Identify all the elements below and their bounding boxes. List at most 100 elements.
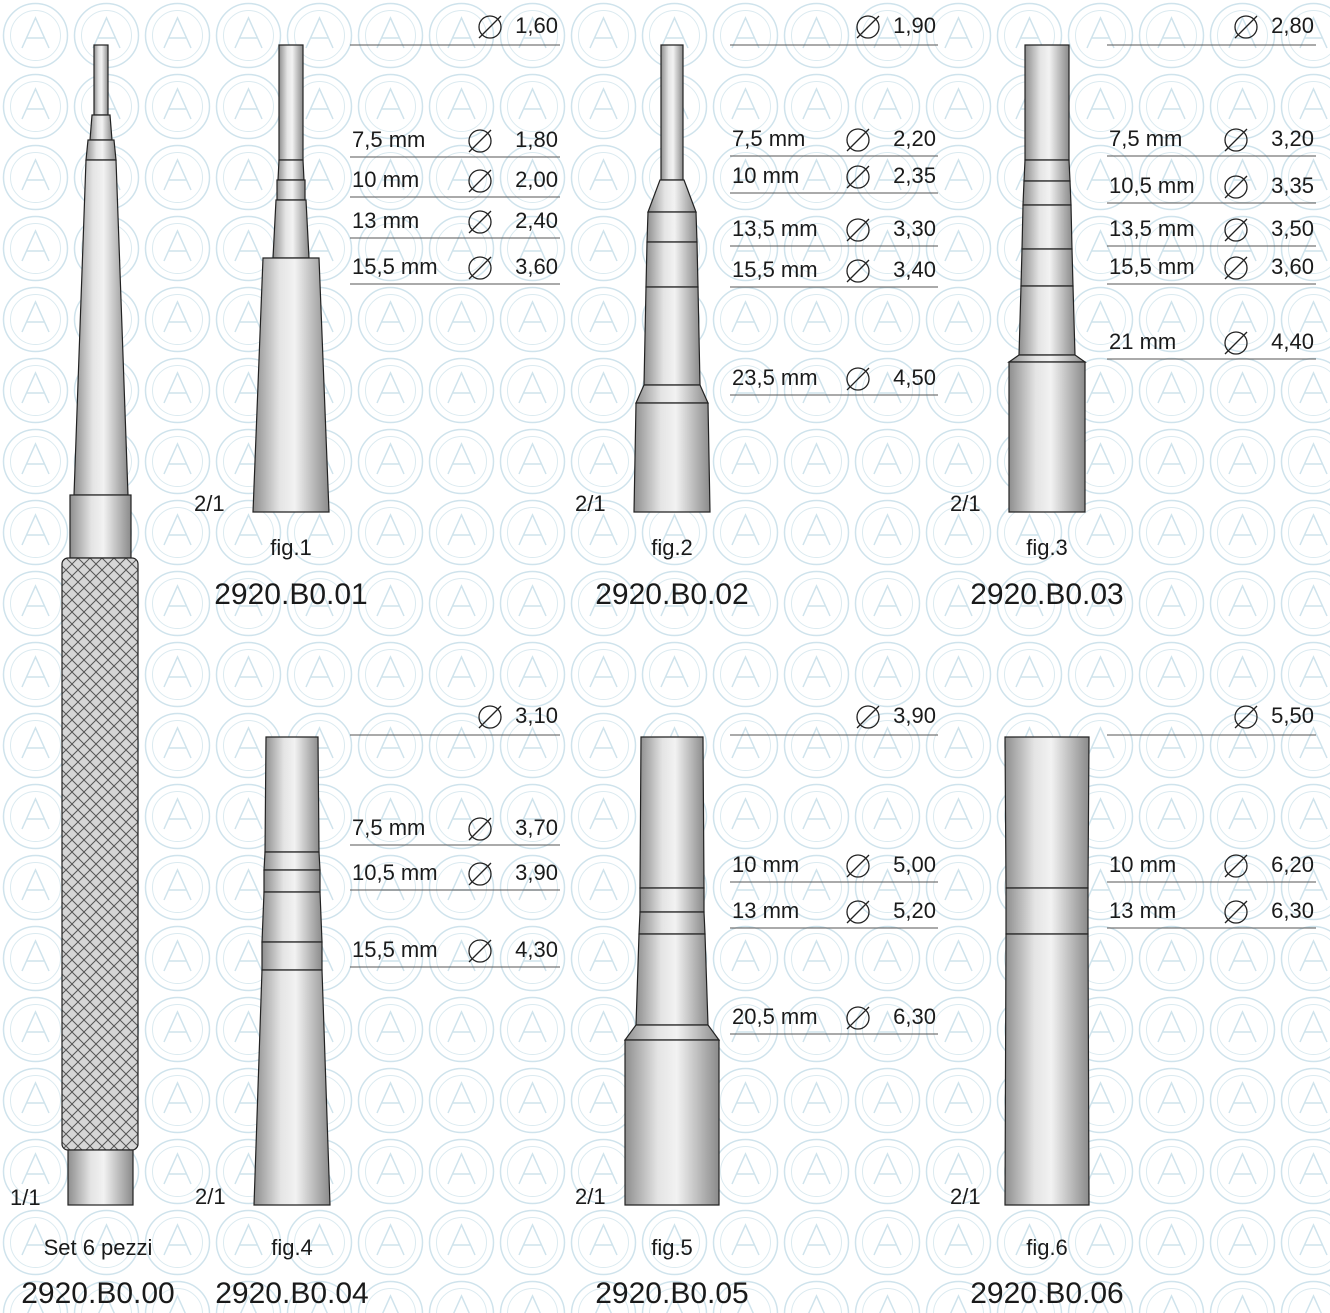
- depth-label: 10 mm: [352, 167, 419, 192]
- diameter-symbol: [846, 218, 870, 242]
- diameter-symbol: [856, 15, 880, 39]
- depth-label: 13 mm: [352, 208, 419, 233]
- scale-label: 2/1: [194, 491, 225, 516]
- depth-label: 10 mm: [732, 163, 799, 188]
- instrument-section: [1004, 736, 1090, 889]
- diameter-symbol: [1224, 331, 1248, 355]
- diameter-value: 1,60: [515, 13, 558, 38]
- depth-label: 13 mm: [732, 898, 799, 923]
- scale-label: 2/1: [950, 491, 981, 516]
- diameter-symbol: [846, 165, 870, 189]
- instrument-section: [660, 44, 684, 181]
- figure-label: fig.6: [1026, 1235, 1068, 1260]
- product-code: 2920.B0.04: [215, 1277, 368, 1310]
- product-code: 2920.B0.00: [21, 1277, 174, 1310]
- diameter-symbol: [846, 128, 870, 152]
- diameter-symbol: [1224, 900, 1248, 924]
- handle-label: Set 6 pezzi: [44, 1235, 153, 1260]
- diameter-symbol: [468, 862, 492, 886]
- diameter-symbol: [846, 854, 870, 878]
- figure-label: fig.5: [651, 1235, 693, 1260]
- instrument-section: [264, 736, 320, 853]
- diameter-value: 2,40: [515, 208, 558, 233]
- diameter-value: 4,50: [893, 365, 936, 390]
- instrument-section: [1005, 887, 1089, 935]
- diameter-symbol: [1224, 900, 1248, 924]
- diameter-symbol: [468, 862, 492, 886]
- diameter-symbol: [1224, 218, 1248, 242]
- diameter-symbol: [468, 817, 492, 841]
- depth-label: 15,5 mm: [1109, 254, 1195, 279]
- diameter-symbol: [478, 705, 502, 729]
- diameter-symbol: [478, 15, 502, 39]
- product-code: 2920.B0.03: [970, 578, 1123, 611]
- depth-label: 7,5 mm: [1109, 126, 1182, 151]
- diameter-symbol: [468, 939, 492, 963]
- diameter-value: 5,50: [1271, 703, 1314, 728]
- instrument-section: [633, 402, 711, 513]
- diameter-symbol: [1224, 331, 1248, 355]
- diameter-symbol: [1224, 256, 1248, 280]
- diameter-value: 1,80: [515, 127, 558, 152]
- diameter-symbol: [1224, 175, 1248, 199]
- depth-label: 7,5 mm: [352, 815, 425, 840]
- instrument-section: [1021, 204, 1073, 250]
- diameter-symbol: [846, 367, 870, 391]
- instrument-section: [276, 179, 306, 201]
- depth-label: 20,5 mm: [732, 1004, 818, 1029]
- instrument-section: [639, 736, 705, 889]
- diameter-symbol: [468, 169, 492, 193]
- depth-label: 13,5 mm: [732, 216, 818, 241]
- diameter-value: 6,30: [1271, 898, 1314, 923]
- diameter-symbol: [468, 817, 492, 841]
- instrument-section: [252, 257, 330, 513]
- instrument-section: [1018, 285, 1076, 356]
- diameter-symbol: [1224, 218, 1248, 242]
- diameter-symbol: [1234, 705, 1258, 729]
- depth-label: 10,5 mm: [1109, 173, 1195, 198]
- depth-label: 15,5 mm: [352, 937, 438, 962]
- diameter-value: 3,40: [893, 257, 936, 282]
- diameter-symbol: [846, 900, 870, 924]
- diameter-value: 3,60: [1271, 254, 1314, 279]
- instrument-section: [646, 211, 698, 243]
- instrument-section: [278, 44, 304, 161]
- diameter-value: 3,70: [515, 815, 558, 840]
- diameter-symbol: [468, 129, 492, 153]
- depth-label: 15,5 mm: [352, 254, 438, 279]
- instrument-section: [1022, 180, 1072, 206]
- scale-label: 2/1: [195, 1184, 226, 1209]
- diameter-value: 3,20: [1271, 126, 1314, 151]
- depth-label: 21 mm: [1109, 329, 1176, 354]
- diameter-value: 3,60: [515, 254, 558, 279]
- diameter-symbol: [856, 705, 880, 729]
- depth-label: 15,5 mm: [732, 257, 818, 282]
- diameter-symbol: [468, 256, 492, 280]
- diameter-symbol: [468, 210, 492, 234]
- depth-label: 10 mm: [1109, 852, 1176, 877]
- instrument-section: [277, 159, 305, 181]
- diameter-symbol: [468, 210, 492, 234]
- diameter-symbol: [846, 367, 870, 391]
- diameter-symbol: [478, 15, 502, 39]
- figure-label: fig.4: [271, 1235, 313, 1260]
- diameter-value: 2,00: [515, 167, 558, 192]
- product-code: 2920.B0.02: [595, 578, 748, 611]
- diameter-value: 6,20: [1271, 852, 1314, 877]
- figure-label: fig.2: [651, 535, 693, 560]
- instrument-section: [1007, 354, 1087, 363]
- diameter-symbol: [468, 169, 492, 193]
- depth-label: 10,5 mm: [352, 860, 438, 885]
- figure-label: fig.3: [1026, 535, 1068, 560]
- diameter-value: 3,35: [1271, 173, 1314, 198]
- depth-label: 23,5 mm: [732, 365, 818, 390]
- instrument-section: [253, 969, 331, 1206]
- diameter-symbol: [468, 256, 492, 280]
- instrument-section: [624, 1039, 720, 1206]
- diameter-value: 3,30: [893, 216, 936, 241]
- diameter-symbol: [846, 218, 870, 242]
- product-code: 2920.B0.01: [214, 578, 367, 611]
- instrument-section: [263, 851, 321, 871]
- diameter-symbol: [468, 939, 492, 963]
- instrument-section: [272, 199, 310, 259]
